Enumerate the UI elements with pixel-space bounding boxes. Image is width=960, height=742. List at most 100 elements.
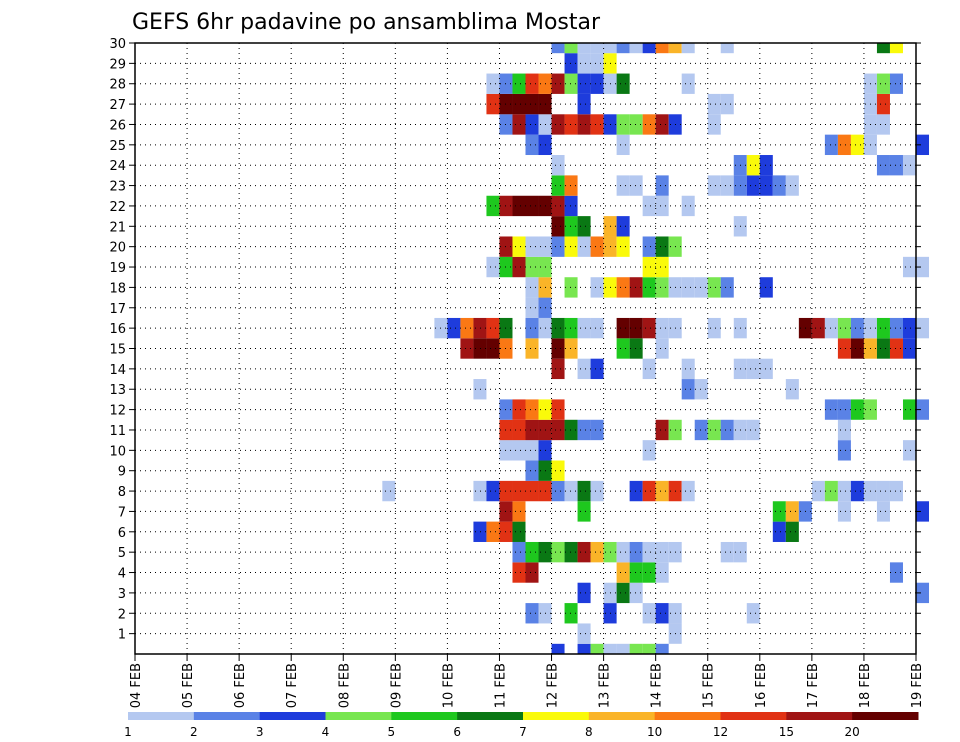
data-cell (525, 195, 539, 217)
data-cell (616, 43, 630, 54)
data-cell (564, 43, 578, 54)
data-cell (590, 114, 604, 135)
data-cell (473, 317, 487, 339)
data-cell (759, 277, 773, 298)
data-cell (551, 460, 565, 481)
data-cell (642, 440, 656, 461)
y-tick-label: 10 (109, 444, 126, 459)
data-cell (629, 338, 643, 359)
data-cell (642, 480, 656, 502)
x-tick-label: 15 FEB (702, 663, 717, 708)
data-cell (616, 236, 630, 257)
data-cell (551, 399, 565, 420)
y-tick-label: 3 (118, 587, 126, 602)
data-cell (512, 541, 526, 563)
data-cell (642, 195, 656, 217)
colorbar-swatch (391, 712, 458, 720)
data-cell (590, 236, 604, 257)
data-cell (642, 43, 656, 54)
data-cell (889, 562, 903, 583)
axes-layer: 1234567891011121314151617181920212223242… (109, 37, 925, 708)
data-cell (616, 175, 630, 196)
data-cell (551, 175, 565, 196)
data-cell (642, 603, 656, 624)
data-cell (512, 93, 526, 115)
colorbar-label: 1 (124, 725, 132, 739)
data-cell (460, 338, 474, 359)
data-cell (876, 93, 890, 115)
data-cell (525, 440, 539, 461)
data-cell (590, 358, 604, 380)
data-cell (512, 562, 526, 583)
data-cell (577, 73, 591, 94)
data-cell (603, 643, 617, 654)
data-cell (720, 541, 734, 563)
data-cell (655, 114, 669, 135)
data-cell (746, 155, 760, 176)
data-cell (551, 195, 565, 217)
data-cell (577, 501, 591, 522)
data-cell (720, 277, 734, 298)
data-cell (564, 216, 578, 237)
data-cell (564, 53, 578, 74)
colorbar-swatch (325, 712, 392, 720)
data-cell (876, 43, 890, 54)
data-cell (837, 440, 851, 461)
y-tick-label: 11 (109, 424, 126, 439)
data-cell (577, 623, 591, 644)
data-cell (889, 43, 903, 54)
data-cell (720, 175, 734, 196)
chart-title: GEFS 6hr padavine po ansamblima Mostar (132, 10, 601, 35)
data-cell (486, 338, 500, 359)
data-cell (707, 317, 721, 339)
data-cell (772, 521, 786, 542)
x-tick-label: 05 FEB (181, 663, 196, 708)
data-cell (824, 317, 838, 339)
y-tick-label: 17 (109, 302, 126, 317)
y-tick-label: 21 (109, 220, 126, 235)
data-cell (577, 541, 591, 563)
data-cell (668, 43, 682, 54)
data-cell (616, 541, 630, 563)
y-tick-label: 7 (118, 505, 126, 520)
data-cell (525, 562, 539, 583)
data-cell (681, 379, 695, 400)
data-cell (902, 155, 916, 176)
data-cell (759, 155, 773, 176)
data-cell (525, 93, 539, 115)
data-cell (525, 603, 539, 624)
data-cell (486, 480, 500, 502)
data-cell (577, 93, 591, 115)
data-cell (616, 562, 630, 583)
grid-layer (135, 43, 916, 654)
data-cell (837, 480, 851, 502)
data-cell (577, 43, 591, 54)
data-cell (551, 338, 565, 359)
data-cell (512, 480, 526, 502)
y-tick-label: 12 (109, 404, 126, 419)
data-cell (850, 338, 864, 359)
x-tick-label: 12 FEB (546, 663, 561, 708)
data-cell (551, 43, 565, 54)
data-cell (837, 399, 851, 420)
data-cell (850, 480, 864, 502)
data-cell (824, 480, 838, 502)
data-cell (694, 419, 708, 441)
data-cell (512, 236, 526, 257)
data-cell (551, 114, 565, 135)
colorbar-label: 2 (190, 725, 198, 739)
data-cell (655, 195, 669, 217)
data-cell (590, 643, 604, 654)
data-cell (525, 480, 539, 502)
data-cell (681, 195, 695, 217)
data-cell (512, 399, 526, 420)
data-cell (577, 216, 591, 237)
data-cell (486, 521, 500, 542)
data-cell (642, 317, 656, 339)
data-cell (629, 541, 643, 563)
data-cell (525, 114, 539, 135)
data-cell (564, 277, 578, 298)
data-cell (616, 73, 630, 94)
data-cell (616, 582, 630, 604)
data-cell (590, 480, 604, 502)
